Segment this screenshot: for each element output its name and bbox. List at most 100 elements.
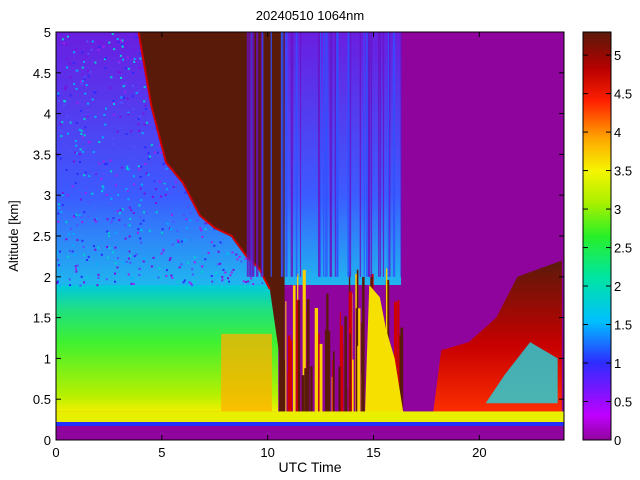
noise-speckle <box>148 155 151 158</box>
noise-speckle <box>60 129 63 132</box>
noise-speckle <box>105 107 108 110</box>
noise-speckle <box>78 153 81 156</box>
noise-speckle <box>124 237 127 240</box>
noise-speckle <box>63 142 66 145</box>
noise-speckle <box>145 121 148 124</box>
noise-speckle <box>63 104 66 107</box>
x-tick-label: 15 <box>366 445 380 460</box>
upper-streak <box>387 32 390 277</box>
noise-speckle <box>128 250 131 253</box>
noise-speckle <box>60 210 63 213</box>
noise-speckle <box>66 194 69 197</box>
colorbar-tick-label: 0.5 <box>614 395 632 410</box>
noise-speckle <box>106 245 109 248</box>
noise-speckle <box>245 281 248 284</box>
noise-speckle <box>150 265 153 268</box>
noise-speckle <box>138 274 141 277</box>
colorbar <box>582 31 612 441</box>
noise-speckle <box>57 203 60 206</box>
cloud-streak <box>318 333 320 416</box>
upper-streak <box>370 32 373 277</box>
noise-speckle <box>207 251 210 254</box>
noise-speckle <box>219 262 222 265</box>
noise-speckle <box>122 261 125 264</box>
noise-speckle <box>144 146 147 149</box>
noise-speckle <box>56 154 59 157</box>
noise-speckle <box>143 100 146 103</box>
noise-speckle <box>121 208 124 211</box>
noise-speckle <box>120 166 123 169</box>
upper-streak <box>246 32 249 277</box>
noise-speckle <box>59 123 62 126</box>
y-tick-label: 1 <box>44 351 51 366</box>
upper-streak <box>366 32 368 277</box>
noise-speckle <box>119 101 122 104</box>
noise-speckle <box>102 160 105 163</box>
noise-speckle <box>138 129 141 132</box>
cloud-streak <box>306 299 310 416</box>
colorbar-tick-label: 5 <box>614 48 621 63</box>
noise-speckle <box>182 214 185 217</box>
noise-speckle <box>164 193 167 196</box>
noise-speckle <box>178 266 181 269</box>
noise-speckle <box>113 48 116 51</box>
noise-speckle <box>122 85 125 88</box>
noise-speckle <box>143 211 146 214</box>
noise-speckle <box>187 205 190 208</box>
noise-speckle <box>125 133 128 136</box>
noise-speckle <box>216 274 219 277</box>
upper-streak <box>359 32 362 277</box>
noise-speckle <box>68 278 71 281</box>
noise-speckle <box>86 276 89 279</box>
noise-speckle <box>85 55 88 58</box>
noise-speckle <box>103 113 106 116</box>
noise-speckle <box>184 191 187 194</box>
noise-speckle <box>168 259 171 262</box>
noise-speckle <box>250 277 253 280</box>
noise-speckle <box>115 174 118 177</box>
noise-speckle <box>81 66 84 69</box>
noise-speckle <box>135 177 138 180</box>
noise-speckle <box>150 144 153 147</box>
upper-streak <box>251 32 254 277</box>
noise-speckle <box>122 58 125 61</box>
upper-streak <box>347 32 350 277</box>
noise-speckle <box>111 251 114 254</box>
noise-speckle <box>126 167 129 170</box>
noise-speckle <box>109 203 112 206</box>
noise-speckle <box>127 198 130 201</box>
y-tick-label: 4.5 <box>33 66 51 81</box>
noise-speckle <box>96 284 99 287</box>
noise-speckle <box>210 241 213 244</box>
noise-speckle <box>139 176 142 179</box>
cloud-streak <box>357 346 360 416</box>
noise-speckle <box>163 184 166 187</box>
noise-speckle <box>193 261 196 264</box>
noise-speckle <box>86 259 89 262</box>
noise-speckle <box>86 114 89 117</box>
cloud-streak <box>304 368 307 416</box>
noise-speckle <box>72 233 75 236</box>
noise-speckle <box>204 228 207 231</box>
noise-speckle <box>93 218 96 221</box>
y-tick-label: 3.5 <box>33 147 51 162</box>
noise-speckle <box>88 175 91 178</box>
noise-speckle <box>236 258 239 261</box>
noise-speckle <box>161 231 164 234</box>
noise-speckle <box>155 211 158 214</box>
noise-speckle <box>84 192 87 195</box>
noise-speckle <box>65 169 68 172</box>
noise-speckle <box>66 57 69 60</box>
noise-speckle <box>147 152 150 155</box>
x-tick-label: 10 <box>260 445 274 460</box>
noise-speckle <box>106 230 109 233</box>
noise-speckle <box>143 123 146 126</box>
noise-speckle <box>109 86 112 89</box>
noise-speckle <box>102 45 105 48</box>
noise-speckle <box>112 99 115 102</box>
noise-speckle <box>138 168 141 171</box>
y-tick-label: 0.5 <box>33 392 51 407</box>
noise-speckle <box>183 279 186 282</box>
noise-speckle <box>114 280 117 283</box>
noise-speckle <box>57 212 60 215</box>
